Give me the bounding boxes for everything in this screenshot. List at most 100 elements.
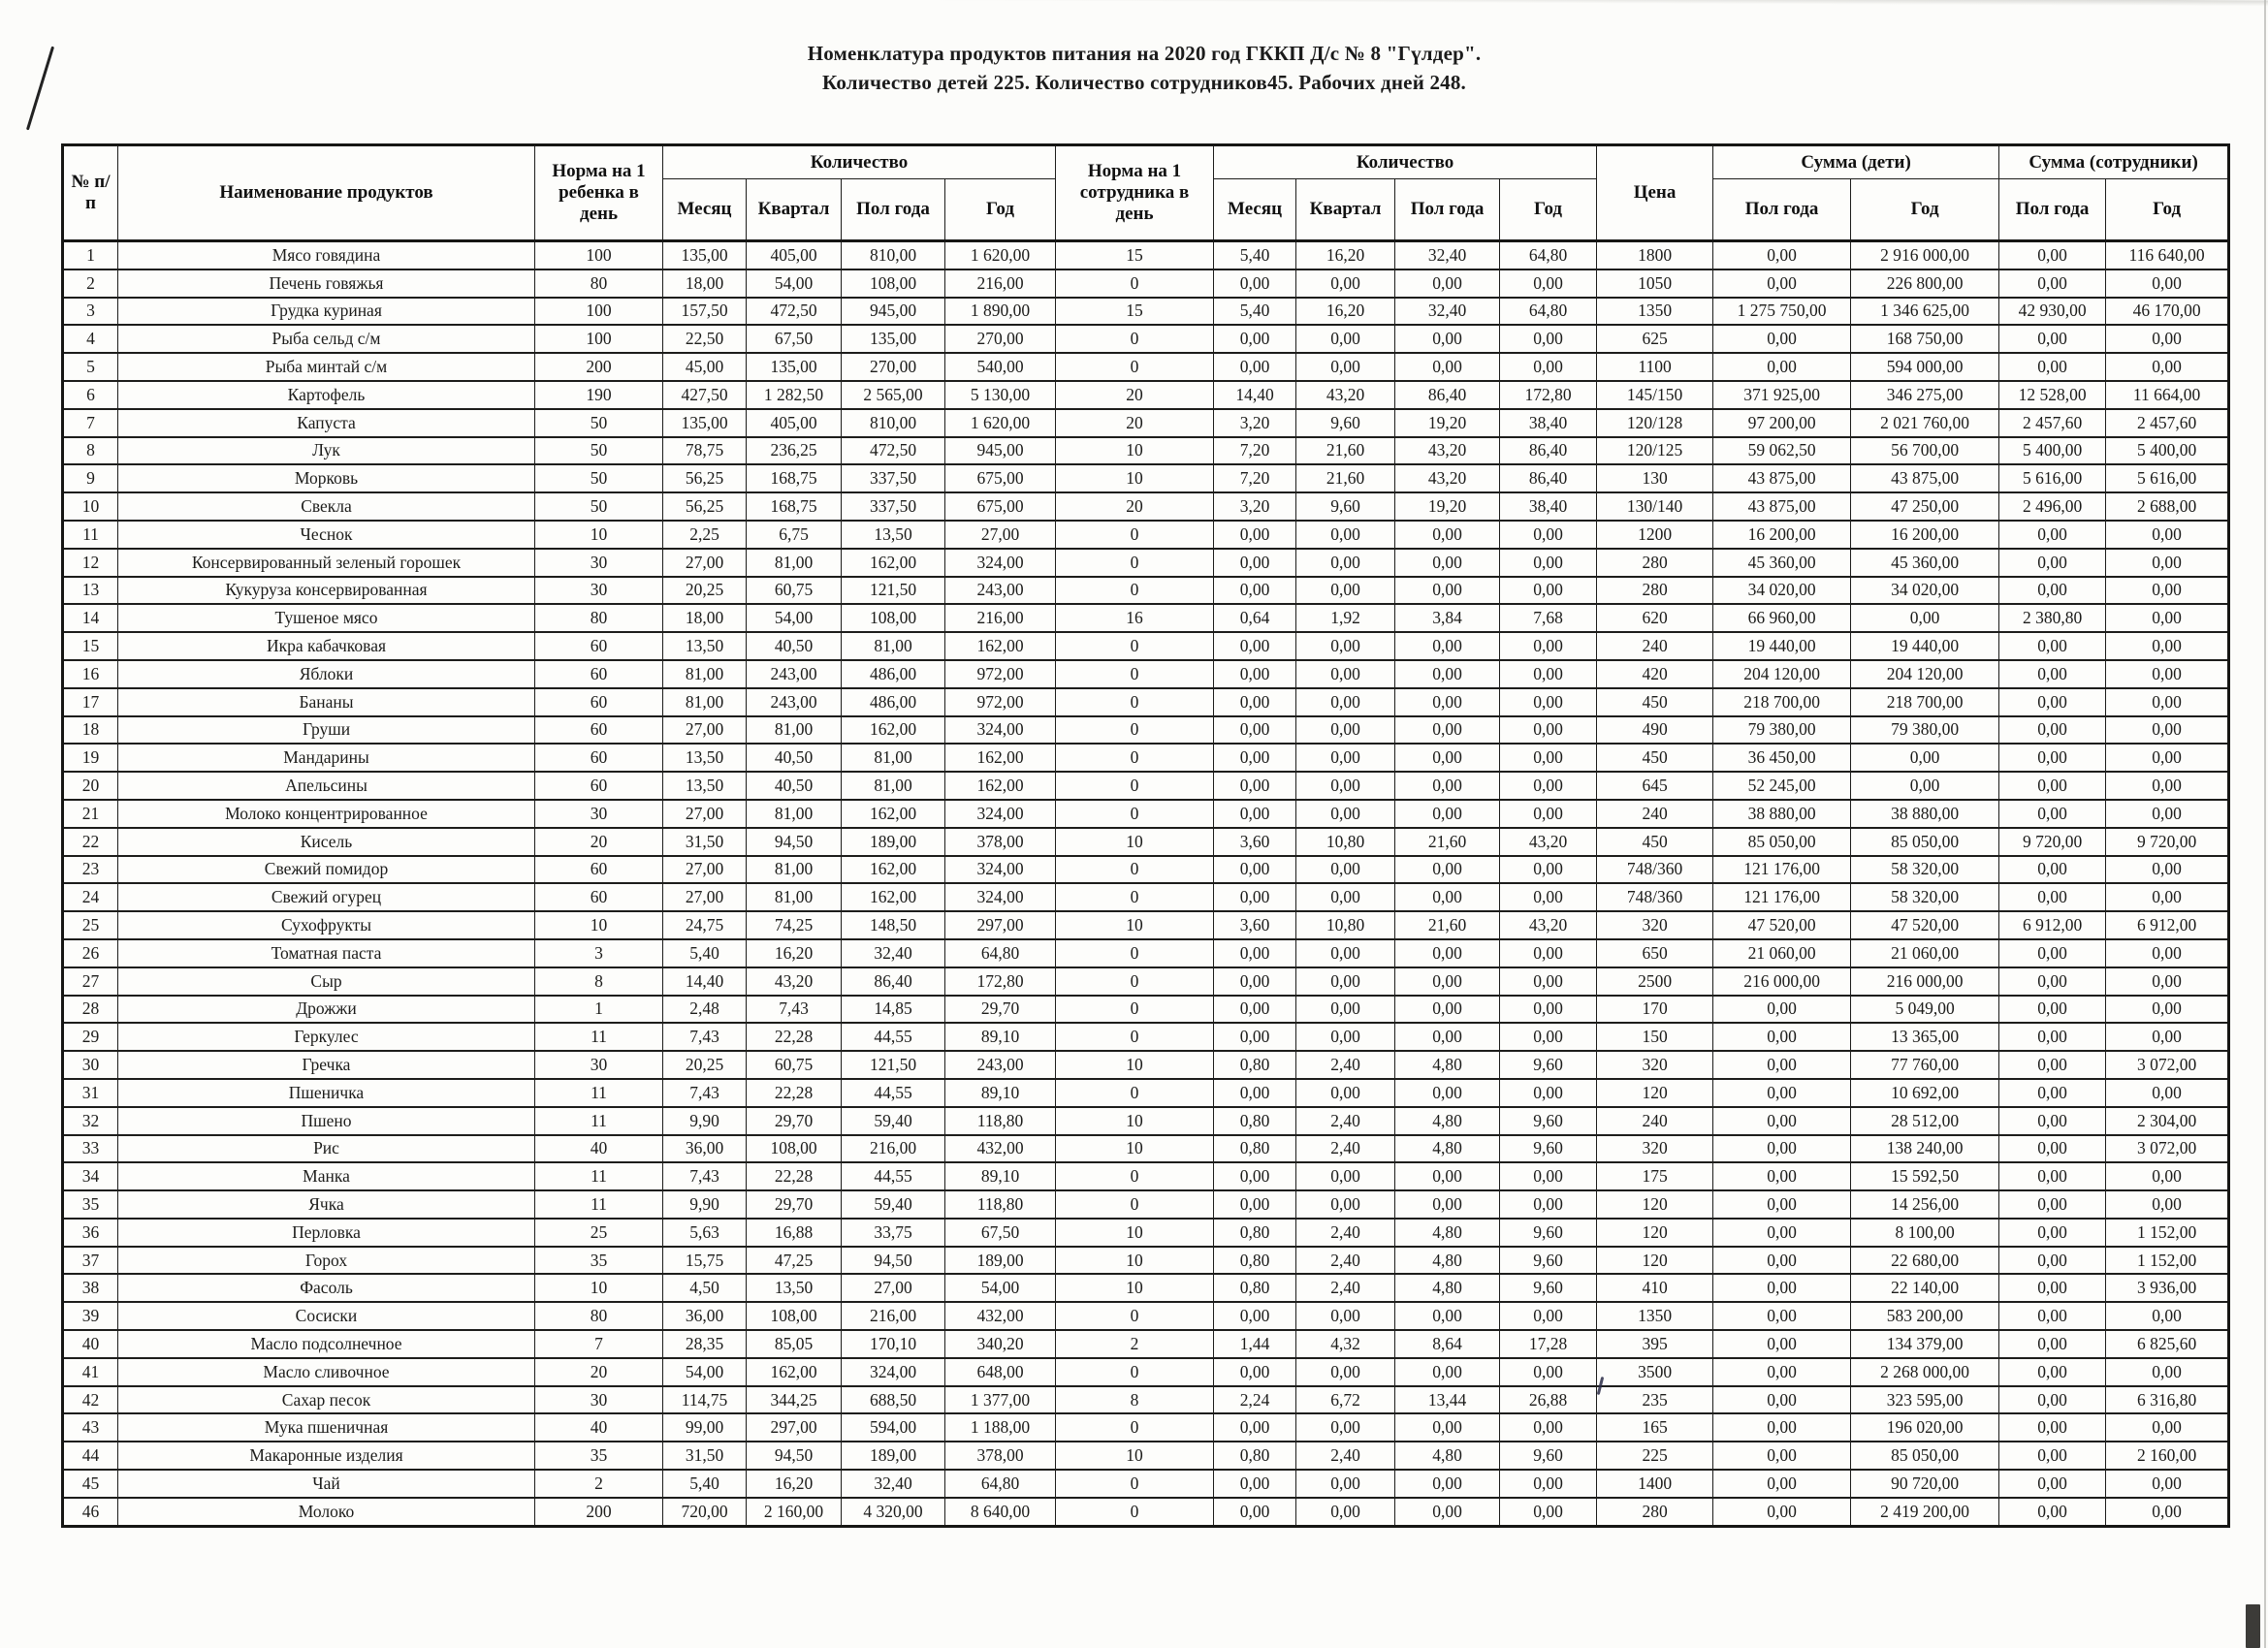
product-name: Рис <box>117 1133 535 1164</box>
qty-staff-halfyear: 4,80 <box>1394 1441 1501 1472</box>
qty-staff-year: 0,00 <box>1499 1356 1598 1387</box>
sum-staff-halfyear: 2 380,80 <box>1998 603 2107 634</box>
sum-children-halfyear: 66 960,00 <box>1712 603 1852 634</box>
qty-staff-month: 0,00 <box>1213 743 1297 774</box>
sum-staff-halfyear: 0,00 <box>1998 519 2107 550</box>
sum-staff-halfyear: 0,00 <box>1998 239 2107 270</box>
qty-child-quarter: 162,00 <box>746 1356 842 1387</box>
sum-children-year: 323 595,00 <box>1850 1384 2000 1415</box>
qty-child-quarter: 40,50 <box>746 771 842 801</box>
qty-staff-year: 0,00 <box>1499 1496 1598 1528</box>
norm-staff: 10 <box>1055 1245 1215 1276</box>
qty-child-halfyear: 81,00 <box>841 771 945 801</box>
qty-child-month: 22,50 <box>662 324 747 355</box>
norm-child: 60 <box>534 882 663 913</box>
product-name: Пшено <box>117 1105 535 1136</box>
qty-staff-year: 0,00 <box>1499 547 1598 578</box>
sum-children-year: 216 000,00 <box>1850 966 2000 997</box>
product-name: Сахар песок <box>117 1384 535 1415</box>
sum-staff-year: 6 316,80 <box>2105 1384 2230 1415</box>
norm-staff: 0 <box>1055 994 1215 1025</box>
sum-staff-year: 0,00 <box>2105 1496 2230 1528</box>
table-row: 7 Капуста 50 135,00 405,00 810,00 1 620,00 20 3,… <box>62 407 2230 438</box>
qty-child-month: 27,00 <box>662 882 747 913</box>
qty-staff-quarter: 2,40 <box>1295 1245 1396 1276</box>
qty-staff-month: 0,80 <box>1213 1133 1297 1164</box>
qty-staff-year: 0,00 <box>1499 714 1598 745</box>
row-number: 19 <box>62 743 118 774</box>
qty-staff-quarter: 0,00 <box>1295 1161 1396 1192</box>
qty-staff-year: 7,68 <box>1499 603 1598 634</box>
qty-child-halfyear: 44,55 <box>841 1022 945 1053</box>
product-name: Груши <box>117 714 535 745</box>
price: 225 <box>1596 1441 1714 1472</box>
qty-child-year: 162,00 <box>943 631 1057 661</box>
qty-child-month: 36,00 <box>662 1301 747 1332</box>
table-row: 38 Фасоль 10 4,50 13,50 27,00 54,00 10 0,80 2,40 4… <box>62 1273 2230 1304</box>
norm-child: 100 <box>534 239 663 270</box>
product-name: Горох <box>117 1245 535 1276</box>
sum-staff-halfyear: 0,00 <box>1998 1133 2107 1164</box>
table-row: 25 Сухофрукты 10 24,75 74,25 148,50 297,00 10 3,… <box>62 910 2230 940</box>
qty-staff-halfyear: 4,80 <box>1394 1217 1501 1248</box>
qty-child-year: 1 620,00 <box>943 407 1057 438</box>
qty-child-month: 720,00 <box>662 1496 747 1528</box>
product-name: Сухофрукты <box>117 910 535 940</box>
qty-staff-quarter: 0,00 <box>1295 771 1396 801</box>
sum-children-halfyear: 0,00 <box>1712 1441 1852 1472</box>
qty-staff-month: 5,40 <box>1213 296 1297 327</box>
qty-staff-quarter: 2,40 <box>1295 1217 1396 1248</box>
qty-staff-year: 0,00 <box>1499 798 1598 829</box>
price: 120 <box>1596 1189 1714 1220</box>
sum-staff-year: 0,00 <box>2105 771 2230 801</box>
qty-staff-year: 9,60 <box>1499 1217 1598 1248</box>
table-row: 41 Масло сливочное 20 54,00 162,00 324,00 648,… <box>62 1356 2230 1387</box>
sum-children-halfyear: 0,00 <box>1712 1301 1852 1332</box>
sum-staff-year: 46 170,00 <box>2105 296 2230 327</box>
sum-staff-halfyear: 12 528,00 <box>1998 379 2107 410</box>
qty-staff-month: 3,60 <box>1213 910 1297 940</box>
qty-staff-year: 0,00 <box>1499 1077 1598 1108</box>
qty-child-month: 2,48 <box>662 994 747 1025</box>
price: 145/150 <box>1596 379 1714 410</box>
qty-staff-quarter: 0,00 <box>1295 547 1396 578</box>
qty-staff-month: 0,00 <box>1213 966 1297 997</box>
qty-child-month: 18,00 <box>662 268 747 299</box>
scan-edge-line <box>2264 0 2266 1648</box>
sum-staff-halfyear: 0,00 <box>1998 1189 2107 1220</box>
col-header-year-children: Год <box>943 178 1057 241</box>
qty-staff-halfyear: 0,00 <box>1394 575 1501 606</box>
product-name: Кисель <box>117 826 535 857</box>
sum-children-halfyear: 0,00 <box>1712 1469 1852 1499</box>
sum-staff-year: 9 720,00 <box>2105 826 2230 857</box>
sum-children-halfyear: 0,00 <box>1712 268 1852 299</box>
sum-children-halfyear: 218 700,00 <box>1712 686 1852 717</box>
qty-child-month: 7,43 <box>662 1077 747 1108</box>
qty-staff-year: 0,00 <box>1499 631 1598 661</box>
qty-child-halfyear: 162,00 <box>841 798 945 829</box>
qty-staff-month: 0,00 <box>1213 771 1297 801</box>
sum-staff-halfyear: 6 912,00 <box>1998 910 2107 940</box>
qty-staff-quarter: 10,80 <box>1295 910 1396 940</box>
row-number: 33 <box>62 1133 118 1164</box>
sum-children-halfyear: 21 060,00 <box>1712 937 1852 968</box>
table-row: 24 Свежий огурец 60 27,00 81,00 162,00 324,00 0… <box>62 882 2230 913</box>
row-number: 29 <box>62 1022 118 1053</box>
table-row: 42 Сахар песок 30 114,75 344,25 688,50 1 377,0… <box>62 1384 2230 1415</box>
qty-child-month: 5,40 <box>662 1469 747 1499</box>
qty-child-quarter: 135,00 <box>746 352 842 382</box>
norm-staff: 8 <box>1055 1384 1215 1415</box>
table-row: 15 Икра кабачковая 60 13,50 40,50 81,00 162,00… <box>62 631 2230 661</box>
sum-children-year: 168 750,00 <box>1850 324 2000 355</box>
sum-children-year: 90 720,00 <box>1850 1469 2000 1499</box>
sum-children-halfyear: 34 020,00 <box>1712 575 1852 606</box>
qty-staff-month: 0,00 <box>1213 1412 1297 1443</box>
sum-staff-halfyear: 0,00 <box>1998 268 2107 299</box>
sum-children-year: 47 250,00 <box>1850 491 2000 522</box>
norm-staff: 0 <box>1055 714 1215 745</box>
qty-staff-quarter: 1,92 <box>1295 603 1396 634</box>
sum-children-year: 34 020,00 <box>1850 575 2000 606</box>
qty-child-halfyear: 324,00 <box>841 1356 945 1387</box>
price: 1400 <box>1596 1469 1714 1499</box>
qty-child-year: 324,00 <box>943 854 1057 885</box>
